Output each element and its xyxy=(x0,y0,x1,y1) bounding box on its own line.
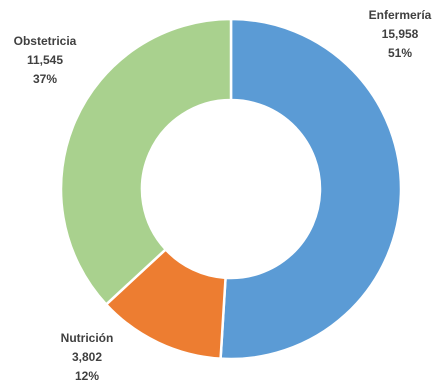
data-label-enfermeria: Enfermería 15,958 51% xyxy=(350,6,447,63)
category-label: Obstetricia xyxy=(2,32,88,51)
value-label: 11,545 xyxy=(2,51,88,70)
data-label-nutricion: Nutrición 3,802 12% xyxy=(42,329,132,386)
percent-label: 37% xyxy=(2,70,88,89)
value-label: 3,802 xyxy=(42,348,132,367)
category-label: Enfermería xyxy=(350,6,447,25)
slice-enfermeria xyxy=(221,19,401,359)
percent-label: 12% xyxy=(42,367,132,386)
category-label: Nutrición xyxy=(42,329,132,348)
value-label: 15,958 xyxy=(350,25,447,44)
data-label-obstetricia: Obstetricia 11,545 37% xyxy=(2,32,88,89)
percent-label: 51% xyxy=(350,44,447,63)
